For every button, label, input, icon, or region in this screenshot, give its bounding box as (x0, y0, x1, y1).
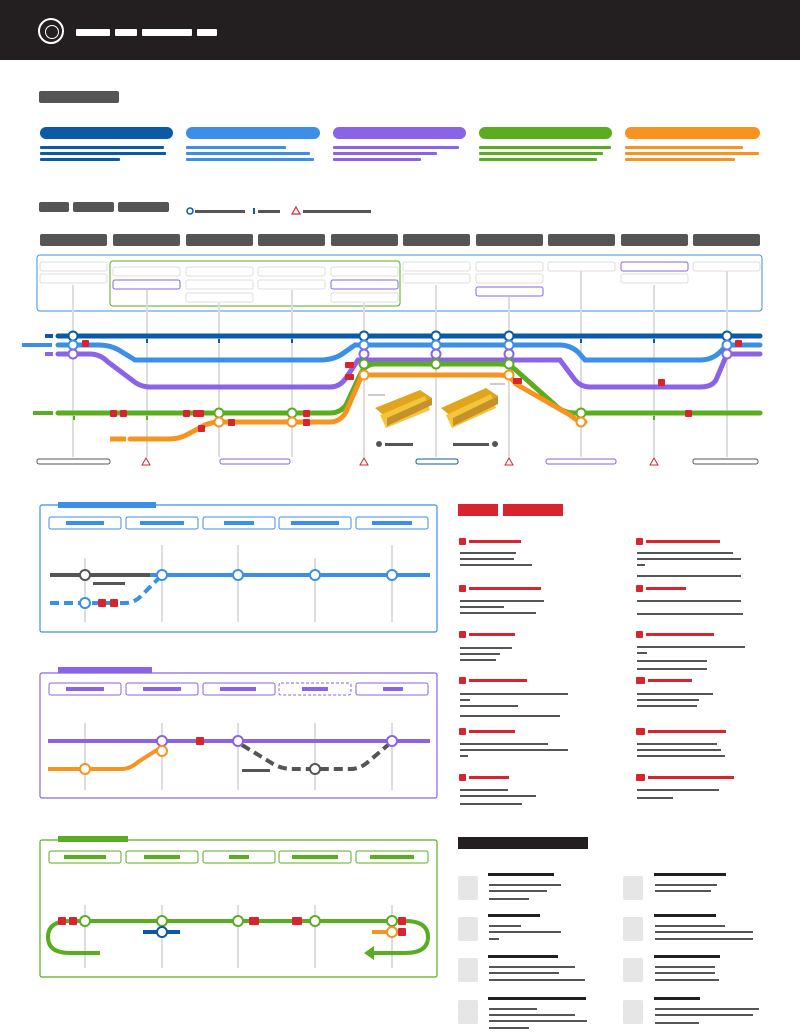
category-desc-redacted (40, 158, 120, 161)
category-desc-redacted (40, 152, 166, 155)
ge-monogram-logo-icon (38, 18, 64, 44)
equipment-photo-icon (368, 390, 432, 428)
category-desc-redacted (625, 152, 759, 155)
phase-tab (186, 234, 253, 246)
phase-tab (331, 234, 398, 246)
legend-text-redacted (303, 210, 371, 213)
phase-tab (258, 234, 325, 246)
category-desc-redacted (479, 158, 597, 161)
equipment-photo-icon (441, 383, 505, 428)
line-purple (55, 351, 763, 390)
detail-panel-purple (39, 667, 438, 799)
stage-frame-green (109, 260, 401, 307)
category-desc-redacted (333, 152, 437, 155)
warning-triangle-icon (290, 205, 302, 215)
header-title-redacted (197, 29, 217, 36)
category-desc-redacted (625, 146, 743, 149)
category-pill-dark-blue (40, 127, 173, 139)
header-title-redacted (142, 29, 192, 36)
detail-panel-green (39, 836, 438, 978)
stop-tick-icon (253, 208, 255, 214)
header-title-redacted (76, 29, 110, 36)
phase-tab (476, 234, 543, 246)
legend-text-redacted (258, 210, 280, 213)
category-desc-redacted (479, 152, 603, 155)
resource-list (458, 873, 759, 1029)
category-desc-redacted (625, 158, 735, 161)
category-desc-redacted (186, 146, 286, 149)
right-heading-redacted (503, 504, 563, 516)
stage-frame-blue (36, 254, 763, 312)
category-desc-redacted (479, 146, 611, 149)
category-desc-redacted (333, 146, 459, 149)
legend-heading-redacted (39, 202, 69, 212)
right-heading-redacted (458, 504, 498, 516)
phase-tab (113, 234, 180, 246)
detail-panel-blue (39, 502, 438, 633)
category-desc-redacted (186, 152, 310, 155)
phase-tab (403, 234, 470, 246)
phase-tab (548, 234, 615, 246)
legend-heading-redacted (118, 202, 169, 212)
category-pill-orange (625, 127, 760, 139)
legend-heading-redacted (73, 202, 114, 212)
phase-tab (693, 234, 760, 246)
legend (186, 205, 371, 215)
phase-tab (621, 234, 688, 246)
section-heading-redacted (39, 91, 119, 103)
phase-tab (40, 234, 107, 246)
station-circle-icon (186, 207, 194, 215)
category-desc-redacted (40, 146, 164, 149)
step-list (459, 538, 745, 805)
category-pill-green (479, 127, 612, 139)
category-desc-redacted (333, 158, 421, 161)
line-orange (127, 372, 588, 442)
resources-heading-redacted (458, 837, 588, 849)
legend-text-redacted (195, 210, 245, 213)
line-blue (55, 342, 763, 363)
category-pill-blue (186, 127, 320, 139)
phase-tabs (40, 234, 760, 246)
category-desc-redacted (186, 158, 314, 161)
header-bar (0, 0, 800, 60)
category-pill-purple (333, 127, 466, 139)
header-title-redacted (115, 29, 137, 36)
